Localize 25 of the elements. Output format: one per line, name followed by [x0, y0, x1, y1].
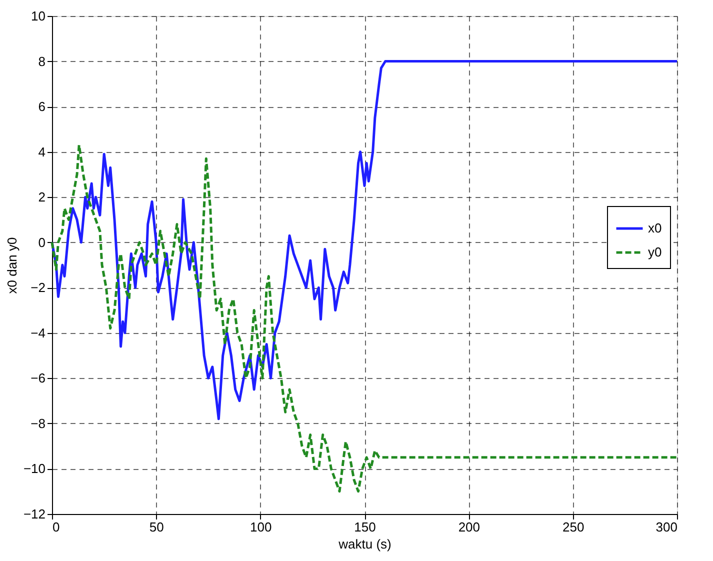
y-tick-label: −8: [30, 416, 46, 431]
legend-label: x0: [648, 220, 662, 236]
y-tick-label: −4: [30, 325, 46, 340]
x-tick-label: 0: [52, 520, 60, 534]
legend-label: y0: [648, 244, 662, 260]
y-tick-label: 6: [38, 99, 46, 114]
line-series: [50, 60, 678, 420]
x-tick-label: 50: [149, 520, 164, 534]
x-tick-label: 150: [354, 520, 376, 534]
y-tick-label: 10: [31, 8, 46, 24]
y-tick-label: 2: [38, 190, 46, 205]
y-axis-title: x0 dan y0: [4, 237, 20, 294]
y-tick-label: 0: [38, 234, 46, 250]
x-tick-label: 200: [458, 520, 480, 534]
y-tick-label: −12: [23, 506, 46, 522]
y-tick-label: −2: [30, 280, 46, 296]
y-tick-label: −6: [30, 370, 46, 386]
y-tick-label: 4: [38, 144, 46, 160]
y-tick-label: 8: [38, 54, 46, 69]
x-tick-label: 250: [562, 520, 584, 534]
y-tick-label: −10: [23, 461, 46, 476]
x-axis-title: waktu (s): [338, 536, 392, 552]
x-tick-label: 300: [656, 520, 678, 534]
line-series: [50, 144, 678, 493]
x-tick-label: 100: [250, 520, 272, 534]
